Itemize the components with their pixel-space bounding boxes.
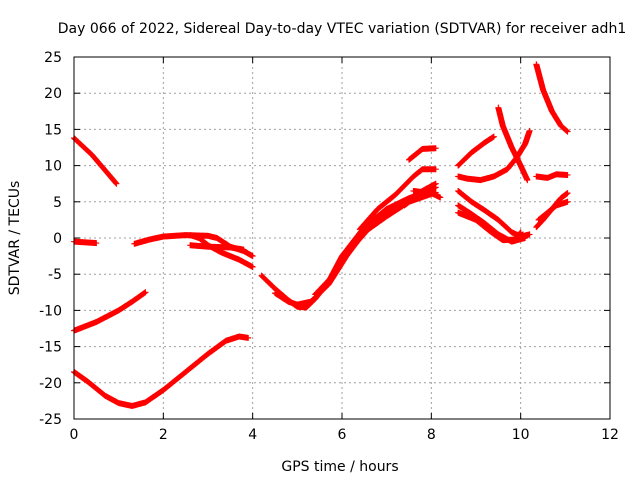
series-track-24 bbox=[535, 198, 571, 223]
series-track-21 bbox=[533, 61, 571, 135]
x-tick-label: 8 bbox=[427, 427, 436, 443]
plot-frame bbox=[73, 56, 611, 420]
x-tick-label: 0 bbox=[70, 427, 79, 443]
data-point-markers bbox=[495, 104, 531, 184]
y-tick-label: 5 bbox=[53, 195, 62, 211]
data-point-markers bbox=[71, 238, 100, 247]
y-tick-label: 20 bbox=[44, 86, 62, 102]
data-point-markers bbox=[272, 189, 439, 308]
data-point-markers bbox=[410, 187, 444, 201]
series-track-8 bbox=[258, 187, 435, 311]
x-tick-label: 6 bbox=[338, 427, 347, 443]
y-tick-label: -10 bbox=[39, 303, 62, 319]
data-point-markers bbox=[356, 166, 439, 233]
y-tick-label: 10 bbox=[44, 159, 62, 175]
series-track-7 bbox=[187, 242, 247, 253]
ticks: 0 2 4 6 8 10 12 -25 -20 -15 -10 -5 0 5 10 15 20 25 bbox=[39, 50, 619, 443]
data-point-markers bbox=[71, 135, 120, 187]
x-tick-label: 12 bbox=[601, 427, 619, 443]
y-tick-label: -25 bbox=[39, 412, 62, 428]
y-tick-label: -20 bbox=[39, 376, 62, 392]
x-tick-label: 2 bbox=[159, 427, 168, 443]
data-series bbox=[71, 61, 571, 409]
series-track-17 bbox=[495, 104, 531, 184]
series-track-11 bbox=[356, 166, 439, 233]
data-point-markers bbox=[533, 171, 571, 181]
data-point-markers bbox=[455, 209, 524, 244]
series-track-15 bbox=[455, 133, 497, 169]
series-track-1 bbox=[71, 135, 120, 187]
data-point-markers bbox=[71, 333, 252, 409]
x-tick-label: 4 bbox=[248, 427, 257, 443]
data-point-markers bbox=[533, 61, 571, 135]
y-tick-label: 25 bbox=[44, 50, 62, 66]
y-tick-label: 15 bbox=[44, 122, 62, 138]
data-point-markers bbox=[406, 145, 439, 163]
series-track-10 bbox=[312, 184, 439, 298]
chart-title: Day 066 of 2022, Sidereal Day-to-day VTE… bbox=[58, 21, 626, 37]
y-tick-label: -15 bbox=[39, 340, 62, 356]
data-point-markers bbox=[258, 187, 435, 311]
series-track-20 bbox=[455, 209, 524, 244]
y-tick-label: -5 bbox=[48, 267, 62, 283]
series-track-14 bbox=[410, 187, 444, 201]
x-axis-label: GPS time / hours bbox=[281, 459, 398, 475]
series-track-9 bbox=[272, 189, 439, 308]
series-track-4 bbox=[71, 333, 252, 409]
data-point-markers bbox=[455, 133, 497, 169]
data-point-markers bbox=[187, 242, 247, 253]
data-point-markers bbox=[71, 289, 149, 334]
y-tick-label: 0 bbox=[53, 231, 62, 247]
series-track-3 bbox=[71, 289, 149, 334]
data-point-markers bbox=[535, 198, 571, 223]
series-track-2 bbox=[71, 238, 100, 247]
series-track-13 bbox=[406, 145, 439, 163]
x-tick-label: 10 bbox=[512, 427, 530, 443]
data-point-markers bbox=[312, 184, 439, 298]
series-track-22 bbox=[533, 171, 571, 181]
y-axis-label: SDTVAR / TECUs bbox=[7, 181, 23, 296]
